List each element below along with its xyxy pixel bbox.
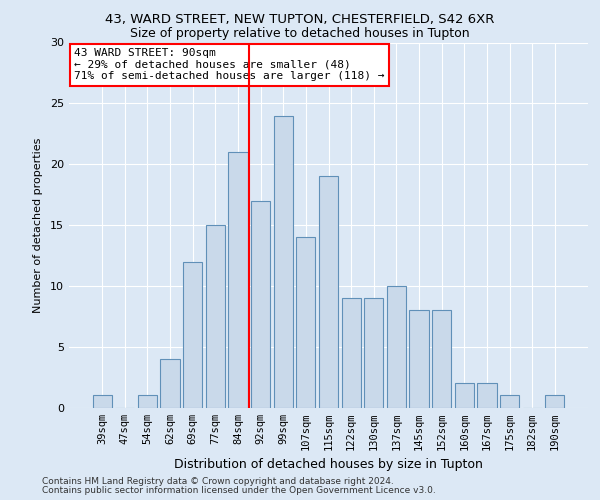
Bar <box>364 298 383 408</box>
Y-axis label: Number of detached properties: Number of detached properties <box>33 138 43 312</box>
Text: Size of property relative to detached houses in Tupton: Size of property relative to detached ho… <box>130 28 470 40</box>
Bar <box>477 383 497 407</box>
Bar <box>545 396 565 407</box>
Text: 43 WARD STREET: 90sqm
← 29% of detached houses are smaller (48)
71% of semi-deta: 43 WARD STREET: 90sqm ← 29% of detached … <box>74 48 385 81</box>
Bar <box>183 262 202 408</box>
Text: 43, WARD STREET, NEW TUPTON, CHESTERFIELD, S42 6XR: 43, WARD STREET, NEW TUPTON, CHESTERFIEL… <box>106 12 494 26</box>
Bar <box>138 396 157 407</box>
Text: Contains HM Land Registry data © Crown copyright and database right 2024.: Contains HM Land Registry data © Crown c… <box>42 477 394 486</box>
Bar <box>229 152 248 407</box>
Bar <box>341 298 361 408</box>
Bar <box>296 237 316 408</box>
Bar <box>274 116 293 408</box>
Bar <box>206 225 225 408</box>
Bar <box>160 359 180 408</box>
Bar <box>92 396 112 407</box>
Bar <box>500 396 519 407</box>
Bar <box>319 176 338 408</box>
Bar <box>387 286 406 408</box>
Bar <box>409 310 428 408</box>
Bar <box>251 200 270 408</box>
Bar <box>432 310 451 408</box>
X-axis label: Distribution of detached houses by size in Tupton: Distribution of detached houses by size … <box>174 458 483 471</box>
Text: Contains public sector information licensed under the Open Government Licence v3: Contains public sector information licen… <box>42 486 436 495</box>
Bar <box>455 383 474 407</box>
